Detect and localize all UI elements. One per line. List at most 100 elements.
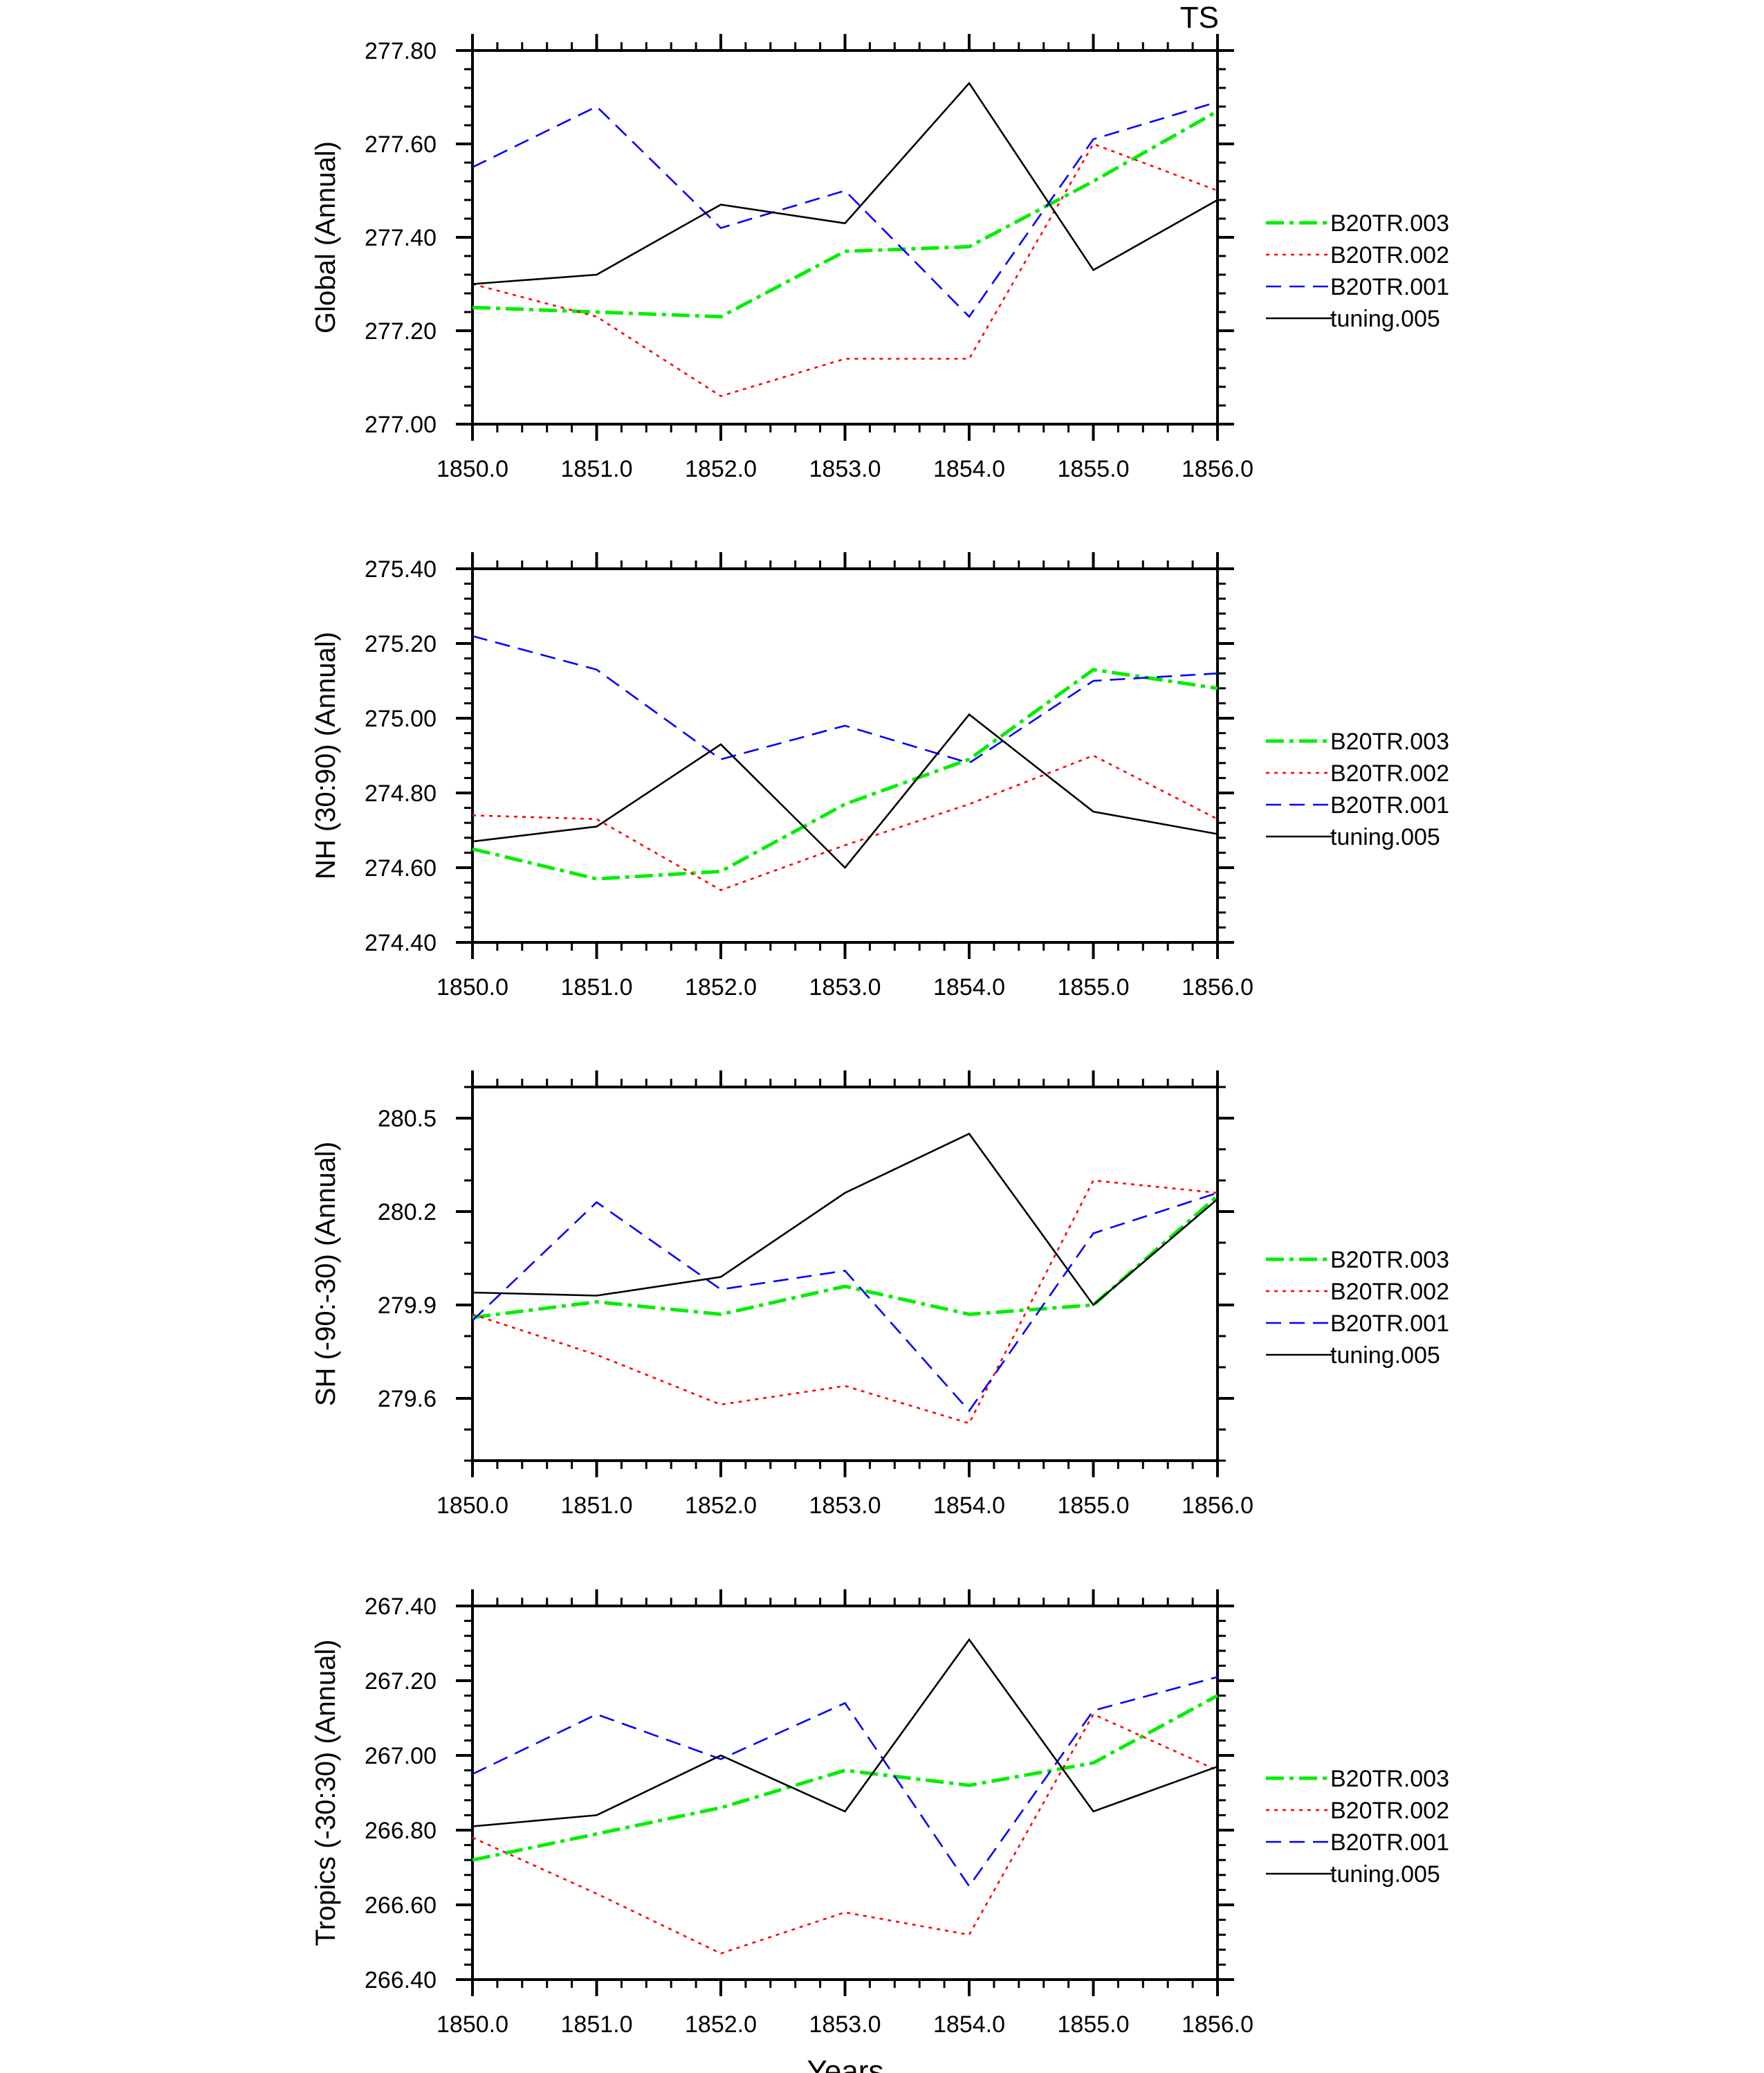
series-line-b20tr-003 bbox=[472, 668, 1218, 881]
y-tick-label: 275.40 bbox=[365, 556, 437, 583]
y-tick-label: 277.60 bbox=[365, 131, 437, 158]
x-tick-label: 1850.0 bbox=[437, 1492, 508, 1519]
y-tick-label: 280.2 bbox=[378, 1199, 437, 1225]
x-tick-label: 1852.0 bbox=[685, 456, 757, 482]
y-tick-label: 277.40 bbox=[365, 225, 437, 251]
x-tick-label: 1854.0 bbox=[933, 1492, 1005, 1519]
y-tick-label: 274.80 bbox=[365, 780, 437, 807]
x-tick-label: 1855.0 bbox=[1058, 456, 1130, 482]
y-tick-label: 279.9 bbox=[378, 1293, 437, 1319]
x-tick-label: 1851.0 bbox=[561, 2011, 633, 2038]
legend-label: tuning.005 bbox=[1330, 824, 1440, 850]
y-tick-label: 266.40 bbox=[365, 1967, 437, 1993]
legend-label: B20TR.002 bbox=[1330, 760, 1449, 787]
y-tick-label: 274.40 bbox=[365, 930, 437, 956]
series-line-b20tr-001 bbox=[472, 634, 1218, 765]
series-line-b20tr-003 bbox=[472, 1194, 1219, 1319]
panels: 1850.0 1851.0 1852.0 1853.0 1854.0 1855.0 1856… bbox=[311, 34, 1449, 2038]
y-axis-label: SH (-90:-30) (Annual) bbox=[311, 1142, 341, 1406]
legend: B20TR.003 B20TR.002 B20TR.001 tuning.005 bbox=[1266, 1247, 1449, 1369]
series-line-b20tr-003 bbox=[472, 109, 1219, 319]
y-tick-label: 280.5 bbox=[378, 1106, 437, 1132]
figure-title: TS bbox=[1180, 1, 1219, 35]
panel-3: 1850.0 1851.0 1852.0 1853.0 1854.0 1855.0 1856… bbox=[311, 1070, 1449, 1519]
plot-frame bbox=[471, 567, 1219, 944]
y-axis-label: Global (Annual) bbox=[311, 141, 341, 334]
y-tick-label: 275.20 bbox=[365, 631, 437, 657]
x-tick-label: 1855.0 bbox=[1058, 1492, 1130, 1519]
y-tick-label: 277.20 bbox=[365, 318, 437, 345]
legend-label: B20TR.001 bbox=[1330, 792, 1449, 819]
x-tick-label: 1851.0 bbox=[561, 456, 633, 482]
y-tick-label: 266.80 bbox=[365, 1818, 437, 1844]
x-tick-label: 1852.0 bbox=[685, 2011, 757, 2038]
plot-frame bbox=[471, 1086, 1219, 1462]
legend-label: B20TR.003 bbox=[1330, 729, 1449, 755]
legend-label: tuning.005 bbox=[1330, 306, 1440, 332]
x-tick-label: 1855.0 bbox=[1058, 974, 1130, 1001]
legend-label: B20TR.002 bbox=[1330, 242, 1449, 268]
x-tick-label: 1852.0 bbox=[685, 1492, 757, 1519]
x-tick-label: 1854.0 bbox=[933, 456, 1005, 482]
legend-label: B20TR.002 bbox=[1330, 1798, 1449, 1824]
legend-label: B20TR.001 bbox=[1330, 1311, 1449, 1337]
y-axis-label: Tropics (-30:30) (Annual) bbox=[311, 1639, 341, 1946]
series-line-b20tr-001 bbox=[472, 1191, 1218, 1413]
series-line-b20tr-001 bbox=[472, 101, 1218, 318]
x-tick-label: 1856.0 bbox=[1182, 974, 1253, 1001]
plot-frame bbox=[471, 49, 1219, 426]
x-tick-label: 1854.0 bbox=[933, 2011, 1005, 2038]
x-tick-label: 1854.0 bbox=[933, 974, 1005, 1001]
legend: B20TR.003 B20TR.002 B20TR.001 tuning.005 bbox=[1266, 729, 1449, 850]
x-tick-label: 1850.0 bbox=[437, 974, 508, 1001]
series-line-tuning-005 bbox=[472, 82, 1218, 285]
legend-label: B20TR.003 bbox=[1330, 210, 1449, 237]
y-tick-label: 267.00 bbox=[365, 1743, 437, 1769]
legend-label: B20TR.002 bbox=[1330, 1279, 1449, 1305]
series-line-b20tr-002 bbox=[472, 1713, 1218, 1955]
legend: B20TR.003 B20TR.002 B20TR.001 tuning.005 bbox=[1266, 1766, 1449, 1888]
x-tick-label: 1855.0 bbox=[1058, 2011, 1130, 2038]
x-tick-label: 1853.0 bbox=[809, 1492, 881, 1519]
x-tick-label: 1851.0 bbox=[561, 974, 633, 1001]
series-line-b20tr-002 bbox=[472, 754, 1218, 891]
panel-2: 1850.0 1851.0 1852.0 1853.0 1854.0 1855.0 1856… bbox=[311, 552, 1449, 1001]
x-tick-label: 1853.0 bbox=[809, 974, 881, 1001]
x-tick-label: 1850.0 bbox=[437, 456, 508, 482]
legend: B20TR.003 B20TR.002 B20TR.001 tuning.005 bbox=[1266, 210, 1449, 332]
legend-label: B20TR.001 bbox=[1330, 274, 1449, 300]
y-tick-label: 279.6 bbox=[378, 1386, 437, 1412]
legend-label: tuning.005 bbox=[1330, 1861, 1440, 1888]
panel-1: 1850.0 1851.0 1852.0 1853.0 1854.0 1855.0 1856… bbox=[311, 34, 1449, 482]
x-axis-label: Years bbox=[807, 2054, 884, 2073]
y-tick-label: 277.80 bbox=[365, 38, 437, 64]
y-tick-label: 277.00 bbox=[365, 412, 437, 438]
legend-label: B20TR.003 bbox=[1330, 1766, 1449, 1792]
series-line-tuning-005 bbox=[472, 1638, 1218, 1827]
x-tick-label: 1856.0 bbox=[1182, 1492, 1253, 1519]
x-tick-label: 1850.0 bbox=[437, 2011, 508, 2038]
legend-label: B20TR.001 bbox=[1330, 1829, 1449, 1856]
x-tick-label: 1856.0 bbox=[1182, 2011, 1253, 2038]
series-line-b20tr-002 bbox=[472, 143, 1218, 397]
series-line-b20tr-003 bbox=[472, 1694, 1219, 1862]
y-axis-label: NH (30:90) (Annual) bbox=[311, 632, 341, 879]
y-tick-label: 275.00 bbox=[365, 706, 437, 732]
legend-label: tuning.005 bbox=[1330, 1342, 1440, 1369]
series-line-tuning-005 bbox=[472, 1132, 1218, 1306]
x-tick-label: 1851.0 bbox=[561, 1492, 633, 1519]
x-tick-label: 1853.0 bbox=[809, 456, 881, 482]
plot-frame bbox=[471, 1605, 1219, 1981]
legend-label: B20TR.003 bbox=[1330, 1247, 1449, 1273]
x-tick-label: 1852.0 bbox=[685, 974, 757, 1001]
series-line-tuning-005 bbox=[472, 713, 1218, 869]
x-tick-label: 1853.0 bbox=[809, 2011, 881, 2038]
y-tick-label: 267.20 bbox=[365, 1668, 437, 1695]
y-tick-label: 274.60 bbox=[365, 855, 437, 882]
panel-4: 1850.0 1851.0 1852.0 1853.0 1854.0 1855.0 1856… bbox=[311, 1589, 1449, 2038]
x-tick-label: 1856.0 bbox=[1182, 456, 1253, 482]
y-tick-label: 267.40 bbox=[365, 1593, 437, 1620]
series-line-b20tr-001 bbox=[472, 1676, 1218, 1888]
y-tick-label: 266.60 bbox=[365, 1892, 437, 1919]
